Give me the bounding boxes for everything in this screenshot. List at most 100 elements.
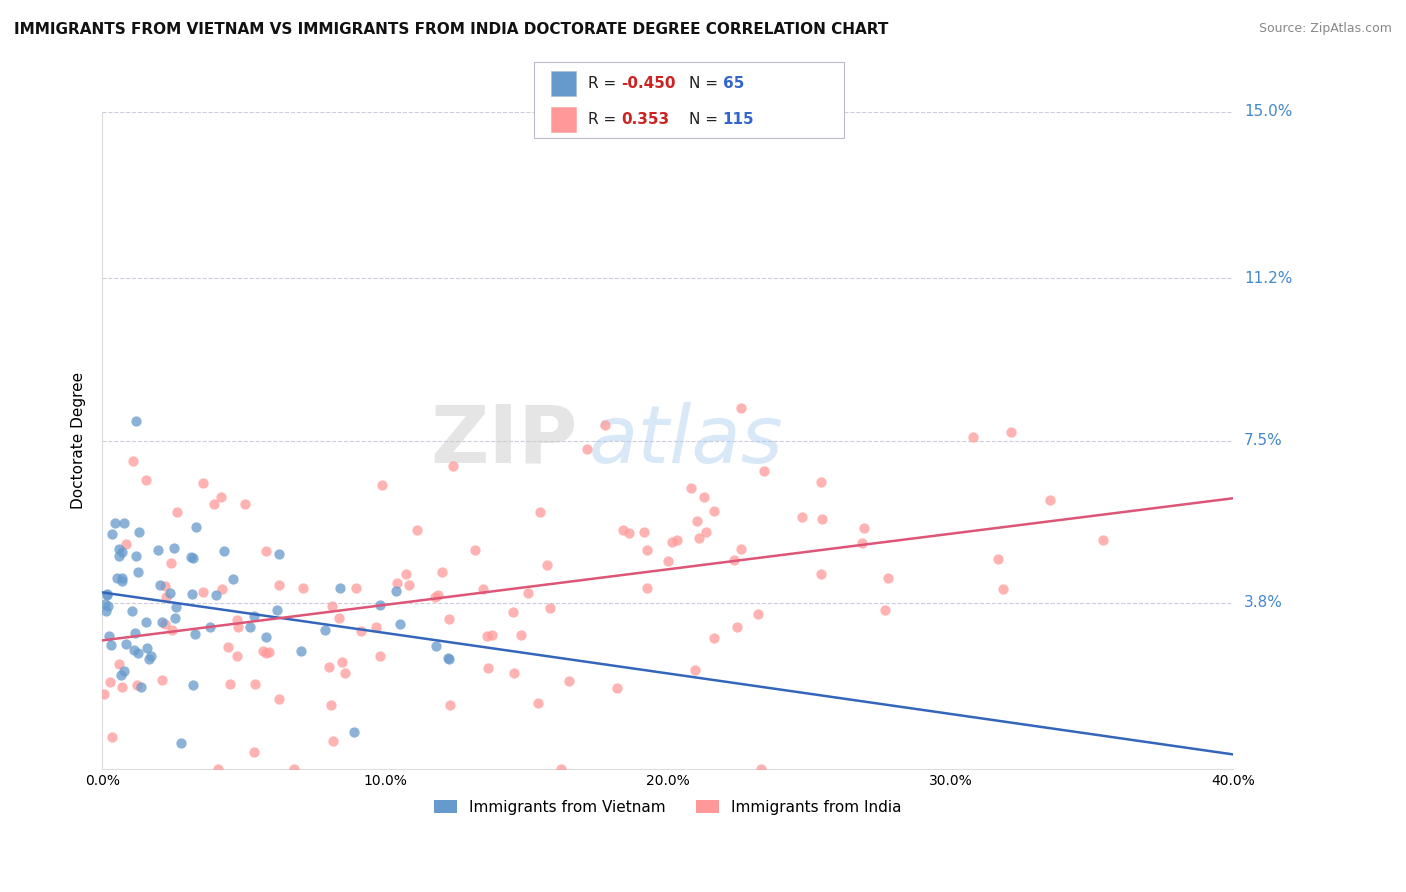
Point	[207, 762, 229, 776]
Point	[427, 588, 450, 602]
Point	[243, 745, 266, 759]
Point	[366, 620, 388, 634]
Point	[139, 649, 162, 664]
Point	[152, 615, 174, 630]
Point	[110, 668, 132, 682]
Point	[425, 640, 447, 654]
Text: ZIP: ZIP	[430, 401, 578, 480]
Point	[730, 542, 752, 557]
Point	[593, 417, 616, 432]
Point	[138, 652, 160, 666]
Point	[104, 516, 127, 531]
Point	[730, 401, 752, 415]
Point	[225, 649, 247, 664]
Point	[290, 644, 312, 658]
Point	[322, 734, 344, 748]
Point	[135, 615, 157, 629]
Point	[502, 605, 524, 619]
Point	[314, 624, 336, 638]
Point	[437, 612, 460, 626]
Point	[96, 589, 118, 603]
Text: N =: N =	[689, 76, 723, 91]
Point	[129, 680, 152, 694]
Point	[398, 578, 420, 592]
Point	[267, 547, 290, 561]
Point	[122, 454, 145, 468]
Point	[101, 730, 124, 744]
Point	[198, 619, 221, 633]
Text: IMMIGRANTS FROM VIETNAM VS IMMIGRANTS FROM INDIA DOCTORATE DEGREE CORRELATION CH: IMMIGRANTS FROM VIETNAM VS IMMIGRANTS FR…	[14, 22, 889, 37]
Point	[472, 582, 495, 597]
Point	[125, 678, 148, 692]
Point	[209, 490, 232, 504]
Point	[114, 637, 136, 651]
Point	[169, 736, 191, 750]
Point	[725, 620, 748, 634]
Point	[155, 616, 177, 631]
Point	[536, 558, 558, 573]
Point	[184, 520, 207, 534]
Text: atlas: atlas	[589, 401, 783, 480]
Point	[93, 687, 115, 701]
Point	[180, 550, 202, 565]
Point	[851, 535, 873, 549]
Point	[221, 573, 243, 587]
Point	[225, 613, 247, 627]
Point	[125, 414, 148, 428]
Point	[181, 551, 204, 566]
Point	[612, 524, 634, 538]
Point	[252, 644, 274, 658]
Point	[318, 660, 340, 674]
Point	[111, 574, 134, 588]
Point	[160, 556, 183, 570]
Point	[163, 611, 186, 625]
Point	[283, 762, 305, 776]
Point	[108, 657, 131, 672]
Point	[121, 604, 143, 618]
Point	[108, 549, 131, 564]
Point	[688, 531, 710, 545]
Point	[160, 623, 183, 637]
Point	[385, 584, 408, 599]
Text: 115: 115	[723, 112, 754, 127]
Point	[752, 464, 775, 478]
Point	[527, 696, 550, 710]
Point	[105, 571, 128, 585]
Point	[108, 541, 131, 556]
Text: 11.2%: 11.2%	[1244, 271, 1292, 285]
Point	[343, 724, 366, 739]
Point	[125, 549, 148, 564]
Point	[267, 578, 290, 592]
Text: 0.353: 0.353	[621, 112, 669, 127]
Point	[181, 677, 204, 691]
Text: 15.0%: 15.0%	[1244, 104, 1292, 120]
Point	[350, 624, 373, 638]
Point	[439, 698, 461, 712]
Point	[184, 626, 207, 640]
Point	[510, 628, 533, 642]
Point	[606, 681, 628, 695]
Point	[636, 581, 658, 595]
Point	[243, 609, 266, 624]
Point	[127, 646, 149, 660]
Point	[437, 651, 460, 665]
Point	[165, 600, 187, 615]
Point	[576, 442, 599, 456]
Point	[150, 673, 173, 687]
Point	[877, 571, 900, 585]
Point	[389, 616, 412, 631]
Point	[94, 597, 117, 611]
Point	[149, 577, 172, 591]
Point	[502, 665, 524, 680]
Point	[166, 505, 188, 519]
Point	[155, 590, 177, 604]
Text: R =: R =	[588, 112, 621, 127]
Point	[516, 586, 538, 600]
Y-axis label: Doctorate Degree: Doctorate Degree	[72, 372, 86, 509]
Point	[329, 581, 352, 595]
Point	[686, 514, 709, 528]
Point	[219, 677, 242, 691]
Point	[790, 510, 813, 524]
Point	[115, 537, 138, 551]
Point	[475, 630, 498, 644]
